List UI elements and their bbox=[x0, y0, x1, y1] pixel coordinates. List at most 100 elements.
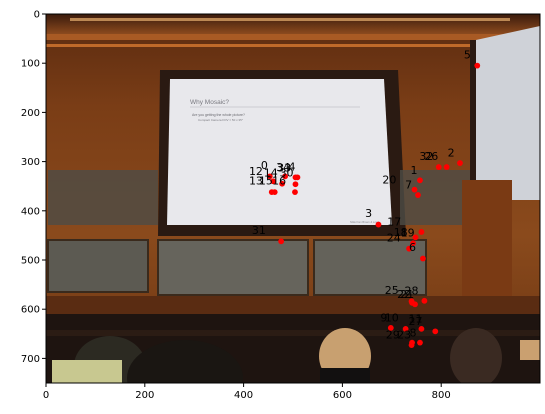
keypoint-label: 22 bbox=[397, 288, 411, 301]
keypoint-label: 28 bbox=[405, 284, 419, 297]
keypoint-label: 0 bbox=[261, 159, 268, 172]
audience-head bbox=[450, 328, 502, 383]
y-axis: 0 100 200 300 400 500 600 700 bbox=[21, 10, 46, 365]
keypoint-marker bbox=[408, 342, 415, 349]
x-tick-label: 400 bbox=[234, 390, 253, 401]
keypoint-label: 18 bbox=[394, 226, 408, 239]
keypoint-marker bbox=[421, 297, 428, 304]
keypoint-marker bbox=[292, 174, 299, 181]
y-tick-label: 200 bbox=[21, 108, 40, 119]
keypoint-label: 1 bbox=[411, 164, 418, 177]
keypoint-label: 3 bbox=[365, 207, 372, 220]
bench-edge bbox=[46, 330, 540, 336]
x-tick-label: 600 bbox=[333, 390, 352, 401]
y-tick-label: 400 bbox=[21, 206, 40, 217]
ceiling bbox=[46, 14, 540, 34]
keypoint-marker bbox=[420, 255, 426, 262]
keypoint-marker bbox=[271, 189, 278, 196]
keypoint-label: 26 bbox=[424, 150, 438, 163]
slide-title: Why Mosaic? bbox=[190, 99, 229, 106]
y-tick-label: 0 bbox=[34, 10, 40, 21]
keypoint-marker bbox=[415, 192, 421, 198]
keypoint-label: 25 bbox=[385, 284, 399, 297]
chalkboard-panel bbox=[400, 170, 470, 225]
y-tick-label: 500 bbox=[21, 256, 40, 267]
audience-shirt bbox=[520, 340, 540, 360]
axes-frame bbox=[45, 13, 541, 384]
keypoint-label: 13 bbox=[249, 175, 263, 188]
keypoint-marker bbox=[266, 173, 273, 180]
keypoint-marker bbox=[387, 324, 394, 331]
keypoint-marker bbox=[474, 62, 481, 69]
x-tick-label: 0 bbox=[43, 390, 49, 401]
side-screen-frame bbox=[470, 40, 476, 205]
keypoint-label: 6 bbox=[409, 241, 416, 254]
keypoint-label: 11 bbox=[409, 312, 423, 325]
y-tick-label: 700 bbox=[21, 354, 40, 365]
slide-footer: Slide from Brown & Lowe bbox=[350, 220, 380, 224]
keypoint-label: 2 bbox=[448, 147, 455, 160]
keypoint-label: 24 bbox=[387, 231, 401, 244]
front-desk bbox=[46, 296, 540, 314]
keypoint-label: 20 bbox=[382, 174, 396, 187]
keypoint-marker bbox=[457, 160, 463, 166]
keypoint-label: 29 bbox=[386, 329, 400, 342]
keypoint-label: 9 bbox=[380, 312, 387, 325]
chalkboard-panel bbox=[48, 170, 158, 225]
keypoint-marker bbox=[410, 240, 416, 247]
slide-sub-bullet: Compact Camera FOV = 50 x 35° bbox=[198, 118, 244, 122]
keypoint-marker bbox=[292, 189, 298, 196]
keypoint-label: 21 bbox=[400, 288, 414, 301]
keypoint-marker bbox=[435, 164, 442, 170]
keypoints bbox=[266, 62, 481, 349]
keypoint-label: 7 bbox=[405, 179, 412, 192]
keypoint-marker bbox=[443, 164, 450, 170]
keypoint-label: 12 bbox=[249, 165, 263, 178]
main-screen bbox=[167, 79, 392, 225]
keypoint-marker bbox=[408, 298, 415, 305]
keypoint-label: 23 bbox=[397, 329, 411, 342]
keypoint-marker bbox=[375, 221, 382, 228]
keypoint-label: 5 bbox=[464, 48, 471, 61]
slide-bullet: Are you getting the whole picture? bbox=[192, 113, 245, 117]
keypoint-marker bbox=[279, 180, 286, 187]
keypoint-label: 27 bbox=[409, 315, 423, 328]
chalkboard-panel bbox=[47, 239, 149, 293]
keypoint-label: 15 bbox=[259, 175, 273, 188]
keypoint-label: 8 bbox=[410, 326, 417, 339]
ceiling-beam bbox=[46, 34, 540, 40]
slide-content: Why Mosaic? Are you getting the whole pi… bbox=[190, 99, 380, 224]
keypoint-marker bbox=[412, 234, 419, 241]
keypoint-marker bbox=[418, 325, 425, 332]
keypoint-marker bbox=[406, 245, 412, 252]
keypoint-marker bbox=[270, 178, 277, 185]
keypoint-label: 14 bbox=[264, 166, 278, 179]
keypoint-label: 31 bbox=[252, 224, 266, 237]
keypoint-marker bbox=[417, 177, 423, 184]
keypoint-label: 32 bbox=[419, 150, 433, 163]
keypoint-marker bbox=[418, 229, 425, 235]
audience-shirt bbox=[320, 368, 370, 383]
keypoint-label: 19 bbox=[401, 226, 415, 239]
x-tick-label: 800 bbox=[432, 390, 451, 401]
ceiling-beam bbox=[46, 44, 540, 47]
keypoint-marker bbox=[282, 173, 288, 180]
keypoint-label: 16 bbox=[272, 175, 286, 188]
keypoint-marker bbox=[402, 325, 409, 332]
audience-head bbox=[127, 340, 243, 383]
audience-shirt bbox=[52, 360, 122, 383]
keypoint-marker bbox=[278, 238, 285, 245]
wall-door bbox=[462, 180, 512, 300]
keypoint-label: 34 bbox=[276, 161, 290, 174]
keypoint-label: 33 bbox=[277, 161, 291, 174]
keypoint-marker bbox=[411, 186, 418, 193]
x-axis: 0 200 400 600 800 bbox=[43, 383, 451, 401]
keypoint-label: 17 bbox=[387, 216, 401, 229]
y-tick-label: 100 bbox=[21, 59, 40, 70]
keypoint-label: 4 bbox=[289, 160, 296, 173]
keypoint-label: 10 bbox=[385, 312, 399, 325]
side-screen bbox=[476, 26, 540, 200]
photo: Why Mosaic? Are you getting the whole pi… bbox=[46, 14, 540, 383]
